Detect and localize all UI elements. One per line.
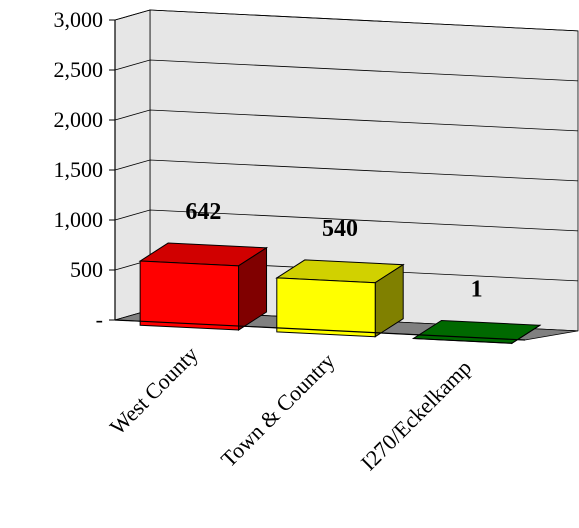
y-tick-label-0: -	[96, 307, 103, 332]
gridline-2000	[114, 109, 579, 132]
bar-3	[411, 319, 542, 345]
y-tick-label-2: 1,000	[54, 207, 104, 232]
y-axis-ticks: - 500 1,000 1,500 2,000 2,500 3,000	[54, 7, 115, 332]
bar-front	[412, 337, 513, 344]
category-label-2: Town & Country	[216, 348, 340, 472]
y-tick-label-5: 2,500	[54, 57, 104, 82]
bar-2	[275, 259, 405, 338]
category-label-1: West County	[105, 341, 203, 439]
gridlines	[114, 9, 579, 282]
y-tick-label-3: 1,500	[54, 157, 104, 182]
data-label-2: 540	[322, 216, 358, 242]
category-label-3: I270/Eckelkamp	[356, 355, 476, 475]
y-tick-label-6: 3,000	[54, 7, 104, 32]
category-labels: West County Town & Country I270/Eckelkamp	[105, 341, 476, 475]
gridline-3000	[114, 9, 579, 32]
bar-front	[139, 260, 240, 331]
bar-1	[138, 242, 269, 331]
gridline-2500	[114, 59, 579, 82]
data-label-3: 1	[471, 276, 483, 302]
y-tick-label-4: 2,000	[54, 107, 104, 132]
data-label-1: 642	[185, 199, 221, 225]
bar-front	[276, 277, 376, 338]
gridline-1000	[114, 209, 579, 232]
x-axis-line	[114, 319, 526, 341]
y-tick-label-1: 500	[70, 257, 103, 282]
bars	[138, 242, 542, 345]
data-labels: 642 540 1	[185, 199, 482, 302]
gridline-1500	[114, 159, 579, 182]
